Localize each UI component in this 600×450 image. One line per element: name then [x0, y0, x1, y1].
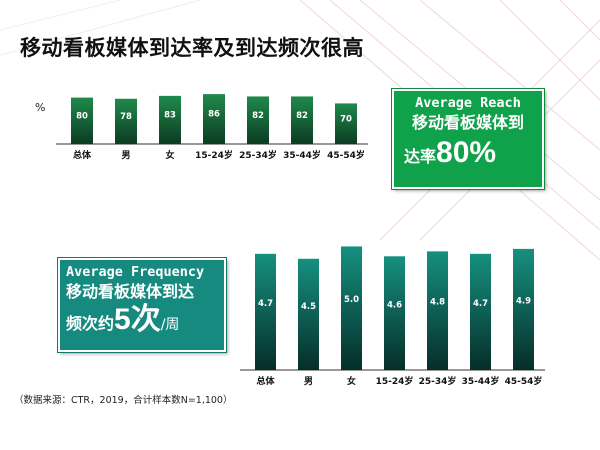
average-reach-callout: Average Reach 移动看板媒体到 达率80% — [391, 88, 545, 190]
frequency-bar — [384, 256, 405, 370]
frequency-data-label: 4.6 — [387, 300, 402, 310]
reach-data-label: 86 — [208, 110, 220, 120]
frequency-callout-unit: /周 — [160, 317, 180, 333]
reach-bar — [203, 94, 225, 144]
reach-category-label: 15-24岁 — [195, 149, 233, 161]
frequency-data-label: 4.8 — [430, 298, 445, 308]
reach-category-label: 35-44岁 — [283, 149, 321, 161]
reach-data-label: 78 — [120, 112, 132, 122]
reach-bar — [159, 95, 181, 144]
reach-unit-label: % — [35, 101, 46, 114]
frequency-data-label: 4.9 — [516, 296, 531, 306]
frequency-bar — [427, 251, 448, 370]
frequency-bar — [513, 248, 534, 370]
reach-category-label: 女 — [165, 149, 174, 161]
frequency-callout-line1: 移动看板媒体到达 — [66, 282, 195, 301]
reach-callout-value: 80% — [436, 136, 497, 169]
reach-callout-prefix: 达率 — [404, 147, 437, 166]
frequency-bar — [255, 253, 276, 370]
slide-title: 移动看板媒体到达率及到达频次很高 — [20, 36, 364, 60]
reach-data-label: 83 — [164, 111, 176, 121]
frequency-bar — [470, 253, 491, 370]
frequency-callout-prefix: 频次约 — [66, 314, 115, 333]
reach-data-label: 82 — [296, 111, 308, 121]
frequency-data-label: 5.0 — [344, 295, 359, 305]
frequency-data-label: 4.7 — [258, 299, 273, 309]
frequency-category-label: 女 — [347, 375, 356, 387]
reach-bar — [335, 103, 357, 144]
reach-data-label: 70 — [340, 115, 352, 125]
frequency-category-label: 45-54岁 — [505, 375, 543, 387]
frequency-category-label: 25-34岁 — [419, 375, 457, 387]
frequency-callout-line2: 频次约5次/周 — [66, 305, 218, 335]
reach-callout-line1: 移动看板媒体到 — [411, 113, 524, 132]
frequency-data-label: 4.5 — [301, 302, 316, 312]
reach-category-label: 总体 — [73, 149, 92, 161]
reach-callout-english: Average Reach — [415, 95, 521, 111]
data-source-note: （数据来源：CTR，2019，合计样本数N=1,100） — [14, 395, 233, 406]
frequency-category-label: 总体 — [256, 375, 275, 387]
reach-category-label: 男 — [121, 150, 130, 161]
reach-data-label: 82 — [252, 111, 264, 121]
reach-bar — [71, 97, 93, 144]
average-frequency-callout: Average Frequency 移动看板媒体到达 频次约5次/周 — [57, 257, 227, 353]
frequency-data-label: 4.7 — [473, 299, 488, 309]
frequency-category-label: 15-24岁 — [376, 375, 414, 387]
reach-category-label: 45-54岁 — [327, 149, 365, 161]
frequency-bar — [298, 258, 319, 370]
reach-bar — [291, 96, 313, 144]
frequency-category-label: 35-44岁 — [462, 375, 500, 387]
reach-category-label: 25-34岁 — [239, 149, 277, 161]
frequency-category-label: 男 — [304, 376, 313, 387]
reach-bar — [115, 98, 137, 144]
frequency-callout-value: 5次 — [114, 303, 161, 336]
frequency-callout-english: Average Frequency — [66, 264, 205, 280]
reach-bar — [247, 96, 269, 144]
reach-data-label: 80 — [76, 111, 88, 121]
frequency-bar — [341, 246, 362, 370]
reach-callout-line2: 达率80% — [400, 138, 536, 168]
